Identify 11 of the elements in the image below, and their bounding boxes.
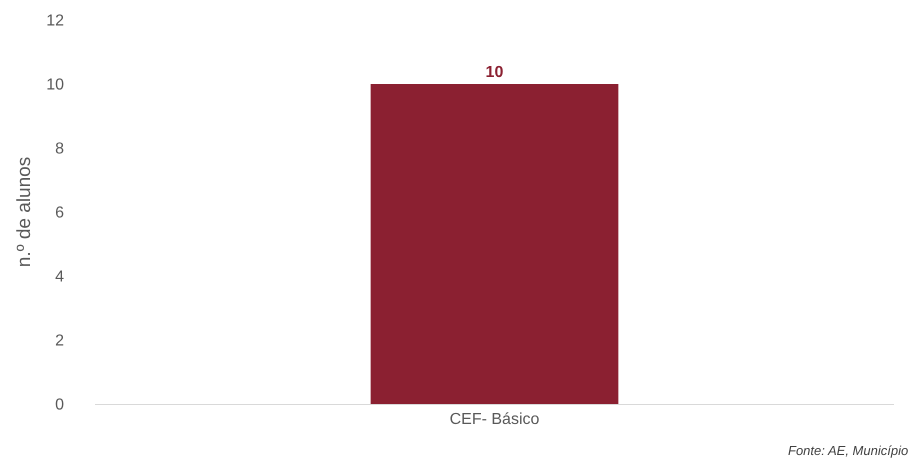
x-tick-label: CEF- Básico <box>450 411 540 428</box>
y-tick-label: 0 <box>55 396 64 414</box>
y-tick-label: 10 <box>46 76 64 94</box>
data-label: 10 <box>486 64 504 81</box>
y-tick-label: 12 <box>46 12 64 30</box>
y-tick-label: 8 <box>55 140 64 158</box>
y-tick-label: 4 <box>55 268 64 286</box>
y-tick-label: 6 <box>55 204 64 222</box>
y-tick-label: 2 <box>55 332 64 350</box>
y-axis-title: n.º de alunos <box>14 156 36 268</box>
source-note: Fonte: AE, Município <box>788 443 908 458</box>
